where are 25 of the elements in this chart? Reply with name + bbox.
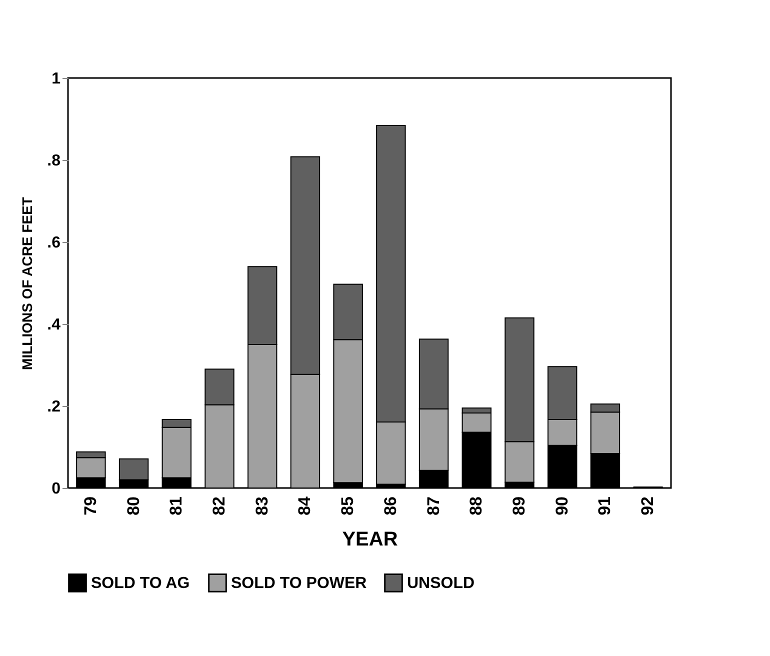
x-axis-title: YEAR [342, 528, 398, 550]
x-tick-label: 91 [595, 496, 614, 516]
x-tick-label: 79 [80, 496, 100, 516]
x-tick-label: 89 [510, 496, 528, 516]
y-tick-label: .2 [47, 398, 61, 416]
y-tick-label: 1 [52, 70, 61, 88]
x-tick-label: 81 [166, 496, 186, 516]
x-tick-label: 86 [380, 496, 400, 516]
x-tick-label: 88 [466, 496, 486, 516]
y-axis-title: MILLIONS OF ACRE FEET [19, 196, 36, 370]
y-tick-label: .8 [47, 152, 61, 170]
x-tick-label: 80 [124, 496, 143, 516]
x-tick-label: 84 [295, 496, 314, 516]
y-tick-label: .6 [47, 234, 61, 252]
x-tick-label: 82 [210, 496, 228, 516]
legend-label: SOLD TO AG [91, 574, 190, 592]
y-tick-label: 0 [52, 480, 61, 498]
x-tick-label: 87 [424, 496, 443, 516]
legend-label: SOLD TO POWER [231, 574, 368, 592]
x-tick-label: 83 [252, 496, 272, 516]
legend-label: UNSOLD [407, 574, 475, 592]
x-tick-label: 92 [638, 496, 658, 516]
x-tick-label: 90 [552, 496, 572, 516]
y-tick-label: .4 [47, 316, 61, 334]
x-tick-label: 85 [338, 496, 358, 516]
